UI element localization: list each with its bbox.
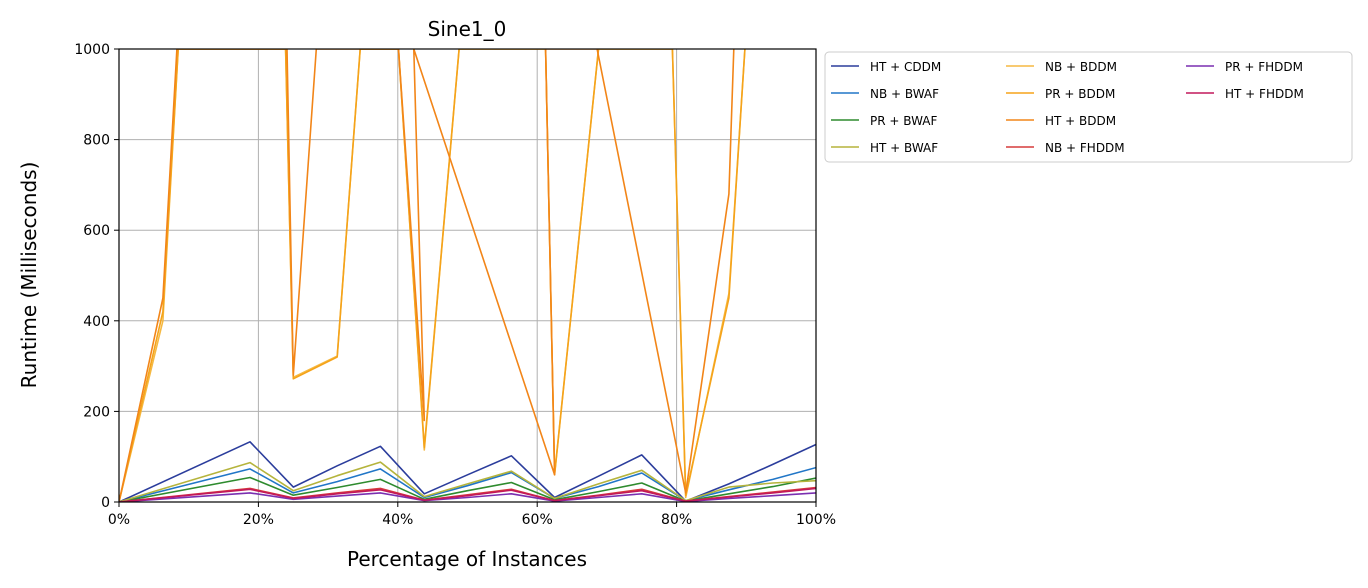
x-tick-label: 0% bbox=[108, 512, 130, 528]
y-tick-label: 400 bbox=[83, 314, 110, 330]
series-line bbox=[119, 492, 816, 502]
x-tick-label: 20% bbox=[243, 512, 274, 528]
legend-entry: HT + CDDM bbox=[870, 60, 941, 74]
series-line bbox=[119, 49, 735, 502]
y-tick-label: 200 bbox=[83, 404, 110, 420]
y-tick-label: 0 bbox=[101, 495, 110, 511]
legend-entry: HT + BWAF bbox=[870, 141, 938, 155]
y-tick-label: 600 bbox=[83, 223, 110, 239]
grid bbox=[118, 48, 817, 503]
legend-entry: PR + BDDM bbox=[1045, 87, 1115, 101]
series-line bbox=[119, 487, 816, 502]
legend-box bbox=[824, 51, 1353, 163]
legend-entry: PR + BWAF bbox=[870, 114, 937, 128]
series-line bbox=[119, 49, 746, 502]
legend-entry: PR + FHDDM bbox=[1225, 60, 1303, 74]
x-axis: 0% 20% 40% 60% 80% 100% bbox=[108, 502, 836, 528]
x-tick-label: 100% bbox=[796, 512, 836, 528]
series-line bbox=[119, 440, 816, 502]
series-line bbox=[119, 49, 746, 502]
y-tick-label: 800 bbox=[83, 133, 110, 149]
legend-entry: NB + BWAF bbox=[870, 87, 939, 101]
y-tick-label: 1000 bbox=[74, 42, 110, 58]
y-axis-label: Runtime (Milliseconds) bbox=[17, 162, 41, 389]
x-tick-label: 80% bbox=[661, 512, 692, 528]
legend-entry: NB + FHDDM bbox=[1045, 141, 1125, 155]
legend: HT + CDDM NB + BWAF PR + BWAF HT + BWAF NB +… bbox=[824, 51, 1353, 163]
series-line bbox=[119, 476, 816, 502]
y-axis: 0 200 400 600 800 1000 bbox=[74, 42, 119, 511]
chart-title: Sine1_0 bbox=[428, 17, 507, 41]
axes-frame bbox=[118, 48, 817, 503]
legend-entry: NB + BDDM bbox=[1045, 60, 1117, 74]
x-tick-label: 40% bbox=[382, 512, 413, 528]
series-line bbox=[119, 461, 816, 502]
x-axis-label: Percentage of Instances bbox=[347, 547, 587, 571]
series-line bbox=[119, 466, 816, 502]
plot-area bbox=[119, 49, 816, 502]
legend-entry: HT + FHDDM bbox=[1225, 87, 1304, 101]
legend-entry: HT + BDDM bbox=[1045, 114, 1116, 128]
x-tick-label: 60% bbox=[522, 512, 553, 528]
